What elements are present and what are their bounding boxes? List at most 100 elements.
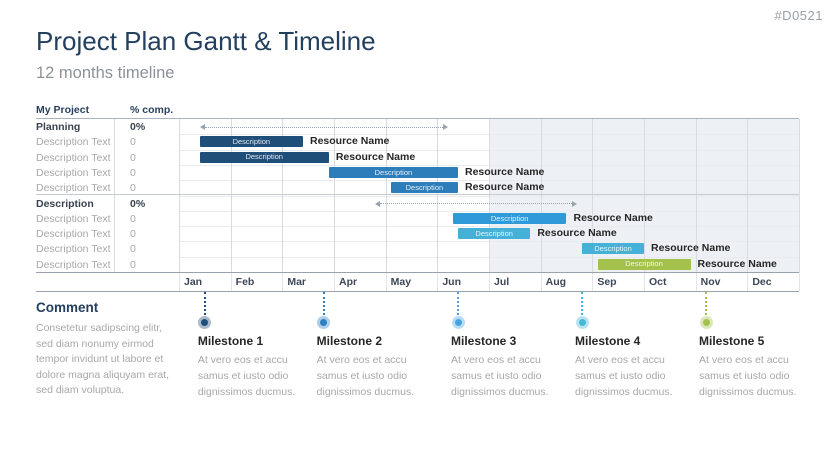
gantt-row-label: Description Text xyxy=(36,182,111,195)
resource-name-label: Resource Name xyxy=(537,227,617,240)
milestone-title: Milestone 2 xyxy=(316,334,383,348)
section-divider-line xyxy=(36,194,799,195)
month-label: May xyxy=(390,276,412,288)
gantt-row-completion: 0 xyxy=(130,182,136,195)
month-label: Dec xyxy=(752,276,772,288)
month-axis-tick xyxy=(644,272,645,291)
month-axis-tick xyxy=(489,272,490,291)
gantt-row-label: Description xyxy=(36,197,94,210)
milestone-connector xyxy=(322,292,325,315)
milestone-body: At vero eos et accu samus et iusto odio … xyxy=(197,354,296,398)
month-label: Feb xyxy=(235,276,255,288)
month-gridline xyxy=(437,119,439,272)
milestone-dot xyxy=(578,318,586,326)
section-span-arrow xyxy=(200,123,448,131)
gantt-bar-label: Description xyxy=(405,182,444,192)
month-label: Apr xyxy=(339,276,358,288)
section-span-arrow xyxy=(375,200,577,208)
milestone-title: Milestone 3 xyxy=(451,334,517,348)
month-gridline xyxy=(695,119,697,272)
gantt-bar: Description xyxy=(390,182,458,194)
gantt-bar: Description xyxy=(199,151,329,163)
gantt-row-label: Description Text xyxy=(36,212,111,225)
page-title: Project Plan Gantt & Timeline xyxy=(36,26,376,56)
month-gridline xyxy=(799,119,800,272)
gantt-bar-label: Description xyxy=(625,259,663,269)
month-axis-tick xyxy=(592,272,594,291)
section-span-dotted-line xyxy=(204,126,443,128)
gantt-row-label: Description Text xyxy=(36,258,111,271)
resource-name-label: Resource Name xyxy=(465,181,545,194)
gantt-bar-label: Description xyxy=(374,167,413,177)
resource-name-label: Resource Name xyxy=(697,257,777,270)
gantt-row-label: Description Text xyxy=(36,166,111,179)
month-gridline xyxy=(334,119,335,272)
milestone-title: Milestone 5 xyxy=(699,334,765,348)
milestone-body: At vero eos et accu samus et iusto odio … xyxy=(316,354,415,398)
month-label: Jan xyxy=(184,276,203,288)
gantt-row-label: Description Text xyxy=(36,228,111,241)
resource-name-label: Resource Name xyxy=(651,242,731,255)
gantt-bar: Description xyxy=(199,136,303,148)
milestone-title: Milestone 1 xyxy=(197,334,264,348)
month-axis-tick xyxy=(799,272,800,291)
gantt-bar-label: Description xyxy=(245,152,283,162)
month-axis-tick xyxy=(695,272,697,291)
milestone-connector xyxy=(457,292,459,315)
milestone-title: Milestone 4 xyxy=(575,334,641,348)
comment-body: Consetetur sadipscing elitr, sed diam no… xyxy=(36,322,170,396)
slide-code: #D0521 xyxy=(774,8,823,23)
milestone-dot xyxy=(201,318,209,326)
gantt-bar-label: Description xyxy=(490,213,529,223)
resource-name-label: Resource Name xyxy=(310,135,390,148)
month-gridline xyxy=(489,119,490,272)
gantt-row-completion: 0 xyxy=(130,228,136,241)
gantt-row-completion: 0 xyxy=(130,151,136,164)
axis-line-bottom xyxy=(36,291,799,292)
resource-name-label: Resource Name xyxy=(573,211,653,224)
milestone-connector xyxy=(705,292,707,315)
gantt-bar-label: Description xyxy=(594,244,632,254)
column-header-project: My Project xyxy=(36,104,90,116)
milestone-body: At vero eos et accu samus et iusto odio … xyxy=(451,354,549,398)
gantt-bar-label: Description xyxy=(475,228,513,238)
gantt-bar: Description xyxy=(597,258,691,270)
month-axis-tick xyxy=(282,272,284,291)
gantt-row-completion: 0 xyxy=(130,243,136,256)
month-gridline xyxy=(385,119,387,272)
month-axis-tick xyxy=(334,272,335,291)
gantt-bar: Description xyxy=(328,166,458,178)
month-gridline xyxy=(592,119,594,272)
month-label: Oct xyxy=(649,276,667,288)
section-span-dotted-line xyxy=(380,203,572,204)
page-subtitle: 12 months timeline xyxy=(36,64,175,82)
resource-name-label: Resource Name xyxy=(335,150,416,163)
month-label: Mar xyxy=(287,276,307,288)
month-gridline xyxy=(644,119,645,272)
milestone-dot xyxy=(702,318,710,326)
month-label: Sep xyxy=(597,276,617,288)
gantt-row-completion: 0% xyxy=(130,121,146,133)
gantt-row-completion: 0 xyxy=(130,136,136,149)
milestone-dot xyxy=(320,318,328,326)
gantt-row-completion: 0% xyxy=(130,197,146,210)
milestone-body: At vero eos et accu samus et iusto odio … xyxy=(575,354,673,398)
milestone-connector xyxy=(581,292,583,315)
gantt-chart: My Project % comp. Planning 0% Description… xyxy=(36,103,800,294)
column-header-completion: % comp. xyxy=(130,104,174,116)
gantt-row-completion: 0 xyxy=(130,212,136,225)
milestone-connector xyxy=(203,292,206,315)
month-axis-tick xyxy=(747,272,749,291)
month-axis-tick xyxy=(437,272,439,291)
month-axis-tick xyxy=(230,272,232,291)
column-divider xyxy=(114,118,115,272)
gantt-row-label: Planning xyxy=(36,121,81,133)
gantt-row-completion: 0 xyxy=(130,258,136,271)
month-label: Jun xyxy=(442,276,461,288)
gantt-bar-label: Description xyxy=(232,137,271,147)
gantt-row-completion: 0 xyxy=(130,166,136,179)
gantt-bar: Description xyxy=(452,212,567,224)
month-gridline xyxy=(747,119,749,272)
month-axis-tick xyxy=(179,272,180,291)
